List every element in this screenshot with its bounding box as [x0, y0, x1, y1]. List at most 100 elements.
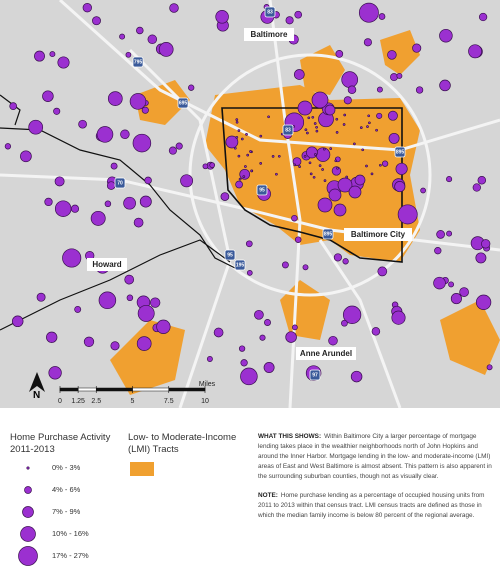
lending-circle — [348, 185, 362, 199]
lending-circle — [271, 155, 275, 158]
lending-circle — [322, 147, 326, 151]
lending-circle — [294, 236, 302, 243]
lending-circle — [285, 16, 294, 25]
lending-circle — [277, 154, 281, 158]
lending-circle — [147, 34, 158, 45]
shield-number: 70 — [117, 180, 123, 186]
lending-circle — [54, 176, 65, 187]
lending-circle — [74, 305, 82, 313]
lending-circle — [368, 121, 371, 125]
lending-circle — [245, 240, 253, 248]
legend-label: 17% - 27% — [52, 551, 89, 560]
lending-circle — [237, 154, 241, 158]
lending-circle — [235, 120, 239, 124]
lending-circle — [53, 107, 61, 115]
lending-circle — [448, 281, 455, 288]
note: WHAT THIS SHOWS: Within Baltimore City a … — [258, 432, 494, 482]
lending-circle — [334, 159, 338, 163]
lending-circle — [375, 128, 378, 132]
lending-circle — [311, 91, 329, 109]
lending-circle — [377, 266, 388, 277]
lending-circle — [436, 230, 445, 239]
lending-circle — [124, 274, 135, 285]
lending-circle — [175, 142, 183, 150]
label-box — [296, 347, 356, 360]
lending-circle — [263, 362, 275, 373]
lending-circle — [245, 133, 248, 136]
lending-circle — [225, 135, 239, 149]
lending-circle — [305, 146, 318, 159]
lending-circle — [379, 163, 382, 167]
lending-circle — [156, 319, 171, 334]
lending-circle — [459, 287, 469, 297]
lending-circle — [62, 248, 82, 268]
lending-circle — [267, 115, 270, 119]
lending-circle — [472, 183, 481, 192]
lending-circle — [132, 133, 152, 153]
lending-circle — [9, 102, 18, 110]
lending-circle — [259, 134, 263, 138]
lending-circle — [387, 110, 398, 121]
lending-circle — [168, 146, 177, 155]
lending-circle — [275, 172, 278, 176]
lending-circle — [365, 164, 368, 168]
lending-circle — [343, 113, 347, 117]
legend-symbol — [18, 546, 38, 566]
roads — [0, 0, 500, 408]
scale-segment — [168, 387, 206, 392]
scale-tick-label: 0 — [58, 398, 62, 405]
note-text: Home purchase lending as a percentage of… — [258, 492, 485, 519]
scale-tick-label: 7.5 — [164, 398, 174, 405]
lending-circle — [123, 196, 136, 210]
lending-circle — [336, 166, 339, 170]
lending-circle — [354, 174, 366, 186]
lending-circle — [390, 73, 398, 82]
lending-circle — [238, 177, 242, 181]
notes: WHAT THIS SHOWS: Within Baltimore City a … — [258, 432, 494, 530]
lending-circle — [4, 143, 12, 150]
lending-circle — [254, 309, 264, 320]
lending-circle — [215, 10, 229, 24]
lending-circle — [342, 305, 362, 324]
shield — [256, 184, 268, 196]
lending-circle — [250, 169, 253, 173]
legend-label: 4% - 6% — [52, 485, 81, 494]
lending-circle — [335, 117, 339, 121]
shield-number: 83 — [285, 127, 291, 133]
label-box — [344, 228, 412, 241]
legend-symbol — [22, 506, 34, 518]
lending-circle — [120, 129, 130, 140]
lending-circle — [359, 126, 363, 129]
scale-tick-label: 1.25 — [71, 398, 85, 405]
lending-circle — [240, 367, 258, 386]
lending-circle — [34, 50, 45, 62]
shield-number: 195 — [236, 262, 245, 268]
lending-circle — [333, 203, 347, 217]
shield — [309, 369, 321, 381]
lending-circle — [387, 50, 397, 60]
lending-circle — [395, 162, 408, 175]
lending-circle — [347, 85, 357, 95]
lending-circle — [238, 345, 246, 352]
lending-circle — [321, 168, 324, 171]
lending-circle — [292, 324, 298, 331]
lending-circle — [376, 86, 383, 93]
shield — [132, 56, 144, 68]
lending-circle — [233, 146, 237, 150]
lending-circle — [106, 181, 116, 190]
lending-circle — [317, 197, 333, 213]
county-line — [0, 127, 236, 269]
lending-circle — [137, 304, 155, 322]
lmi-area — [380, 30, 420, 75]
shield-number: 695 — [179, 100, 188, 106]
road — [318, 239, 402, 408]
lending-circle — [486, 364, 493, 371]
lending-circle — [297, 100, 313, 116]
lending-circle — [311, 115, 315, 119]
legend-symbols — [18, 466, 38, 566]
lending-circle — [136, 336, 152, 351]
lending-circle — [376, 112, 383, 119]
lending-circle — [293, 163, 297, 167]
lending-circle — [335, 131, 339, 134]
